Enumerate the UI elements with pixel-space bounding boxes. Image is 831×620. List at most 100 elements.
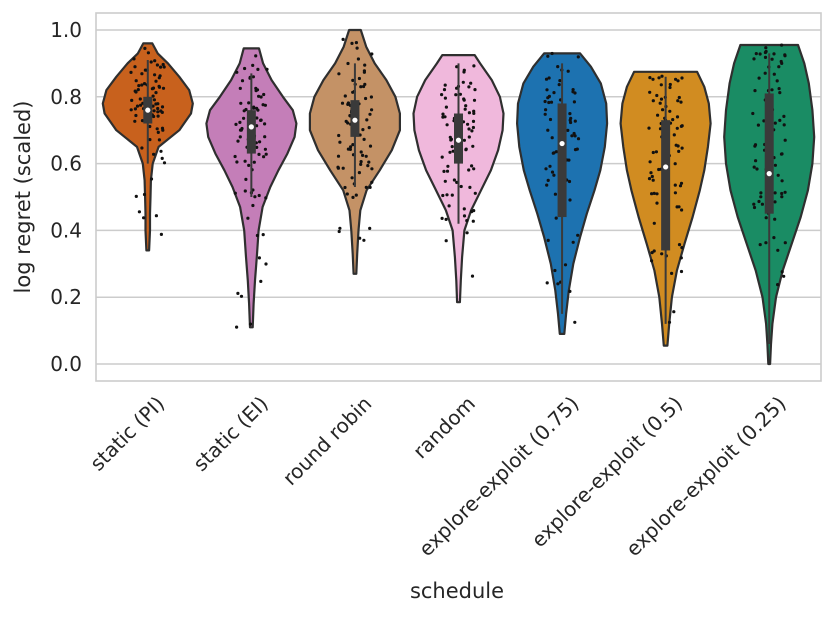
data-point (571, 240, 575, 244)
data-point (445, 169, 450, 173)
data-point (763, 71, 767, 75)
data-point (444, 239, 448, 243)
data-point (239, 294, 244, 298)
data-point (650, 259, 654, 263)
data-point (350, 41, 354, 46)
data-point (467, 127, 471, 131)
data-point (573, 320, 577, 324)
data-point (238, 128, 243, 132)
data-point (667, 320, 672, 324)
data-point (782, 123, 786, 127)
data-point (677, 149, 681, 153)
data-point (567, 158, 571, 162)
data-point (254, 54, 258, 58)
data-point (545, 88, 549, 92)
data-point (362, 238, 366, 242)
data-point (672, 133, 676, 137)
data-point (448, 150, 452, 154)
data-point (764, 216, 768, 220)
data-point (130, 98, 134, 102)
data-point (752, 57, 756, 61)
data-point (661, 108, 665, 112)
median-marker (248, 124, 254, 130)
data-point (257, 94, 261, 98)
data-point (368, 112, 372, 116)
data-point (777, 87, 781, 91)
x-tick-label: round robin (278, 391, 377, 490)
data-point (337, 72, 341, 76)
data-point (543, 99, 547, 104)
data-point (558, 79, 562, 83)
data-point (770, 88, 774, 92)
data-point (341, 37, 345, 42)
data-point (655, 201, 659, 205)
data-point (550, 136, 554, 140)
data-point (772, 52, 776, 56)
data-point (772, 236, 776, 240)
data-point (444, 105, 448, 109)
data-point (366, 164, 370, 168)
data-point (676, 79, 680, 83)
data-point (670, 271, 674, 275)
data-point (336, 166, 340, 170)
data-point (259, 95, 263, 99)
data-point (679, 124, 684, 128)
data-point (440, 216, 444, 220)
data-point (444, 217, 448, 221)
data-point (674, 77, 678, 81)
data-point (156, 130, 160, 134)
data-point (251, 203, 255, 208)
data-point (675, 115, 680, 119)
data-point (544, 108, 548, 112)
y-tick-labels: 0.0 0.2 0.4 0.6 0.8 1.0 (50, 18, 82, 376)
data-point (573, 119, 577, 123)
data-point (364, 154, 368, 158)
data-point (346, 147, 350, 151)
data-point (155, 127, 159, 131)
data-point (650, 174, 654, 179)
data-point (471, 119, 476, 123)
median-marker (145, 107, 151, 113)
data-point (470, 129, 474, 133)
data-point (556, 65, 560, 69)
data-point (262, 92, 266, 97)
data-point (554, 216, 558, 220)
data-point (370, 180, 374, 184)
data-point (160, 156, 164, 160)
data-point (349, 145, 353, 149)
data-point (679, 256, 683, 260)
data-point (656, 113, 660, 117)
data-point (146, 51, 150, 55)
data-point (133, 119, 137, 123)
data-point (466, 122, 470, 126)
data-point (256, 67, 260, 71)
data-point (462, 207, 466, 211)
data-point (235, 160, 239, 164)
data-point (341, 166, 345, 170)
data-point (154, 91, 158, 95)
data-point (780, 195, 784, 199)
data-point (134, 79, 138, 83)
data-point (553, 192, 558, 196)
data-point (447, 204, 451, 208)
data-point (652, 221, 656, 225)
data-point (473, 191, 477, 195)
data-point (236, 139, 240, 143)
data-point (356, 57, 360, 61)
data-point (554, 150, 559, 154)
data-point (257, 193, 261, 198)
data-point (251, 75, 255, 79)
data-point (677, 205, 681, 209)
data-point (264, 152, 268, 156)
data-point (363, 82, 367, 86)
data-point (566, 128, 570, 132)
data-point (343, 185, 347, 190)
data-point (651, 150, 655, 155)
data-point (152, 98, 156, 102)
data-point (543, 112, 547, 116)
data-point (783, 138, 787, 142)
data-point (264, 262, 268, 266)
data-points (129, 37, 787, 329)
data-point (134, 113, 138, 118)
data-point (454, 93, 458, 97)
